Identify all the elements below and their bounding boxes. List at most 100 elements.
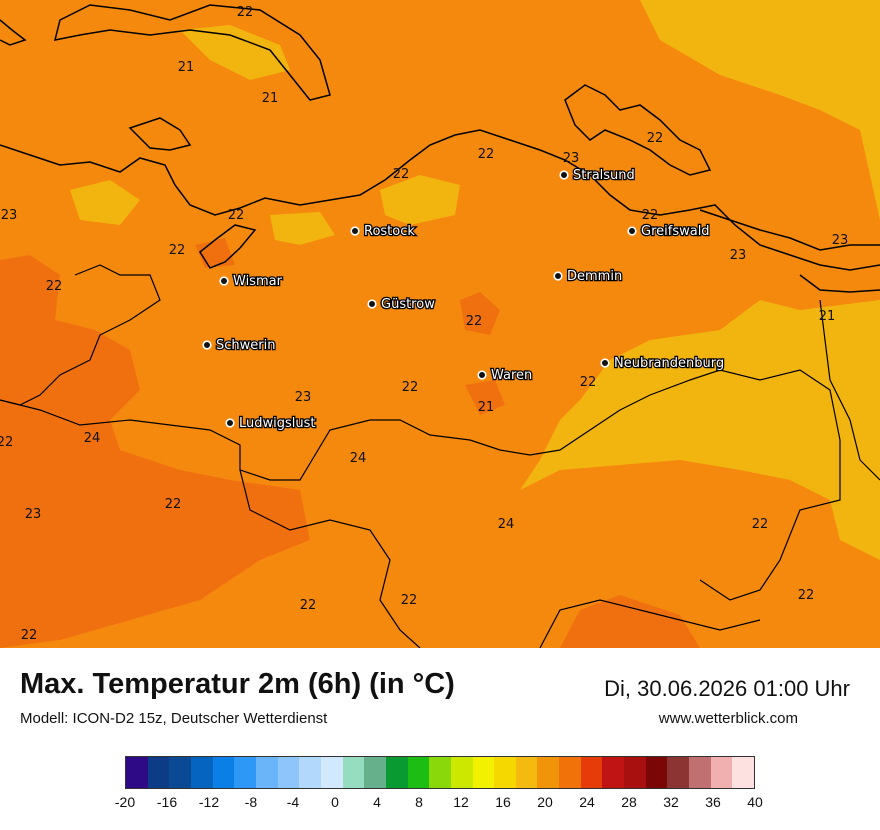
city-schwerin[interactable]: Schwerin bbox=[202, 337, 277, 354]
temperature-value: 22 bbox=[0, 435, 13, 450]
cool-region-north-3 bbox=[270, 212, 335, 245]
legend-tick-label: 24 bbox=[579, 794, 595, 810]
valid-datetime: Di, 30.06.2026 01:00 Uhr bbox=[604, 676, 850, 701]
city-wismar[interactable]: Wismar bbox=[219, 273, 284, 290]
temperature-value: 22 bbox=[169, 243, 186, 258]
legend-swatch bbox=[537, 757, 560, 788]
temperature-value: 22 bbox=[642, 208, 659, 223]
city-stralsund[interactable]: Stralsund bbox=[559, 167, 636, 184]
legend-tick-label: 16 bbox=[495, 794, 511, 810]
city-markers: Stralsund Rostock Greifswald Wismar Demmin Gü… bbox=[202, 167, 725, 432]
legend-swatch bbox=[515, 757, 538, 788]
weather-map[interactable]: Stralsund Rostock Greifswald Wismar Demmin Gü… bbox=[0, 0, 880, 648]
legend-swatch bbox=[494, 757, 516, 788]
city-label: Stralsund bbox=[573, 168, 635, 183]
city-dot bbox=[559, 170, 569, 180]
temperature-value: 23 bbox=[295, 390, 312, 405]
temperature-value: 22 bbox=[300, 598, 317, 613]
temperature-value: 21 bbox=[262, 91, 279, 106]
legend-swatch bbox=[364, 757, 386, 788]
temperature-value: 22 bbox=[393, 167, 410, 182]
temperature-value: 22 bbox=[466, 314, 483, 329]
cool-region-northwest bbox=[70, 180, 140, 225]
legend-tick-label: 0 bbox=[331, 794, 339, 810]
coastline-haff bbox=[799, 274, 880, 293]
temperature-value: 23 bbox=[25, 507, 42, 522]
warm-spot-waren bbox=[465, 380, 505, 415]
legend-tick-label: 40 bbox=[747, 794, 763, 810]
temperature-value: 22 bbox=[402, 380, 419, 395]
temperature-value: 22 bbox=[237, 5, 254, 20]
coastline-usedom bbox=[699, 209, 880, 251]
legend-tick-label: -20 bbox=[114, 794, 136, 810]
cool-region-north-2 bbox=[380, 175, 460, 225]
legend-tick-label: -8 bbox=[244, 794, 258, 810]
legend-swatch bbox=[190, 757, 213, 788]
legend-swatch bbox=[602, 757, 625, 788]
legend-tick-label: 28 bbox=[621, 794, 637, 810]
legend-tick-label: 32 bbox=[663, 794, 679, 810]
legend-swatch bbox=[645, 757, 668, 788]
city-greifswald[interactable]: Greifswald bbox=[627, 223, 711, 240]
city-waren[interactable]: Waren bbox=[477, 367, 534, 384]
coastline-island-north bbox=[53, 4, 331, 101]
legend-swatch bbox=[407, 757, 430, 788]
legend-swatch bbox=[212, 757, 235, 788]
warm-region-south bbox=[560, 595, 700, 648]
cool-region-north-1 bbox=[180, 25, 290, 80]
legend-tick-label: -12 bbox=[198, 794, 220, 810]
warm-spot-center bbox=[460, 292, 500, 335]
legend-swatch bbox=[147, 757, 170, 788]
city-rostock[interactable]: Rostock bbox=[350, 223, 417, 240]
temperature-value: 23 bbox=[1, 208, 18, 223]
city-label: Güstrow bbox=[381, 297, 435, 312]
temperature-value: 24 bbox=[84, 431, 101, 446]
temperature-value: 22 bbox=[46, 279, 63, 294]
map-canvas: Stralsund Rostock Greifswald Wismar Demmin Gü… bbox=[0, 0, 880, 648]
legend-swatch bbox=[385, 757, 408, 788]
legend-tick-label: 20 bbox=[537, 794, 553, 810]
legend-swatch bbox=[234, 757, 256, 788]
legend-tick-label: -4 bbox=[286, 794, 300, 810]
temperature-value: 23 bbox=[730, 248, 747, 263]
city-label: Demmin bbox=[567, 269, 622, 284]
legend-ticks: -20 -16 -12 -8 -4 0 4 8 12 16 20 24 28 32 36 40 bbox=[0, 794, 880, 814]
legend-tick-label: 4 bbox=[373, 794, 381, 810]
legend-tick-label: 12 bbox=[453, 794, 469, 810]
city-neubrandenburg[interactable]: Neubrandenburg bbox=[600, 355, 725, 372]
temperature-value: 23 bbox=[563, 151, 580, 166]
cool-region-northeast bbox=[640, 0, 880, 220]
border-south-east bbox=[539, 599, 761, 648]
city-label: Schwerin bbox=[216, 338, 275, 353]
legend-swatch bbox=[732, 757, 755, 788]
legend-swatch bbox=[429, 757, 451, 788]
city-demmin[interactable]: Demmin bbox=[553, 268, 623, 285]
footer: Max. Temperatur 2m (6h) (in °C) Modell: … bbox=[0, 648, 880, 830]
city-ludwigslust[interactable]: Ludwigslust bbox=[225, 415, 317, 432]
website-link[interactable]: www.wetterblick.com bbox=[658, 710, 798, 727]
color-legend bbox=[125, 756, 755, 789]
legend-swatch bbox=[342, 757, 365, 788]
city-dot bbox=[202, 340, 212, 350]
city-dot bbox=[477, 370, 487, 380]
temperature-value: 22 bbox=[798, 588, 815, 603]
temperature-value: 22 bbox=[647, 131, 664, 146]
legend-swatch bbox=[667, 757, 690, 788]
temperature-value: 24 bbox=[350, 451, 367, 466]
city-güstrow[interactable]: Güstrow bbox=[367, 296, 436, 313]
legend-swatch bbox=[559, 757, 581, 788]
temperature-value: 21 bbox=[478, 400, 495, 415]
temperature-value: 22 bbox=[21, 628, 38, 643]
legend-swatch bbox=[126, 757, 148, 788]
legend-swatch bbox=[255, 757, 278, 788]
coastline-wismar-bay bbox=[199, 224, 257, 269]
legend-tick-label: 8 bbox=[415, 794, 423, 810]
city-label: Waren bbox=[491, 368, 532, 383]
city-label: Wismar bbox=[233, 274, 283, 289]
temperature-value: 22 bbox=[580, 375, 597, 390]
temperature-value: 22 bbox=[752, 517, 769, 532]
legend-tick-label: 36 bbox=[705, 794, 721, 810]
temperature-value: 21 bbox=[819, 309, 836, 324]
legend-swatch bbox=[320, 757, 343, 788]
city-dot bbox=[367, 299, 377, 309]
